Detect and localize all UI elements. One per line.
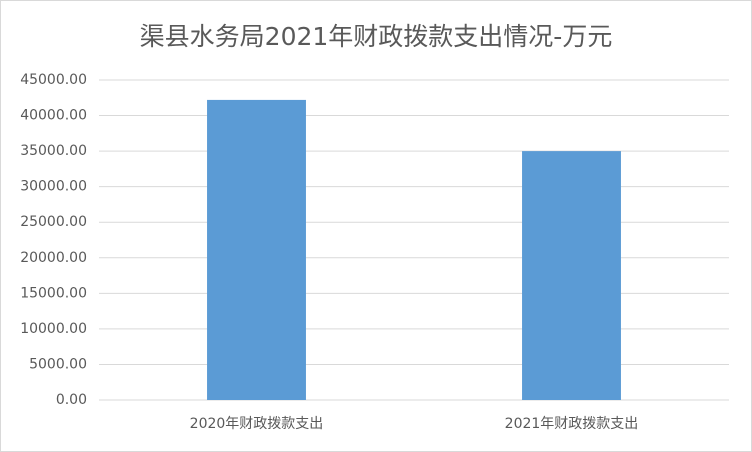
x-tick-label: 2020年财政拨款支出 xyxy=(190,416,324,432)
y-tick-label: 40000.00 xyxy=(20,108,87,124)
y-tick-label: 15000.00 xyxy=(20,285,87,301)
y-tick-label: 5000.00 xyxy=(29,356,87,372)
x-tick-label: 2021年财政拨款支出 xyxy=(505,416,639,432)
chart-title: 渠县水务局2021年财政拨款支出情况-万元 xyxy=(140,22,613,51)
y-tick-label: 30000.00 xyxy=(20,179,87,195)
y-tick-label: 10000.00 xyxy=(20,321,87,337)
bar xyxy=(207,99,306,401)
y-tick-label: 35000.00 xyxy=(20,143,87,159)
bar xyxy=(522,151,621,400)
y-tick-label: 0.00 xyxy=(56,392,87,408)
y-tick-label: 20000.00 xyxy=(20,250,87,266)
y-tick-label: 45000.00 xyxy=(20,72,87,88)
y-tick-label: 25000.00 xyxy=(20,214,87,230)
